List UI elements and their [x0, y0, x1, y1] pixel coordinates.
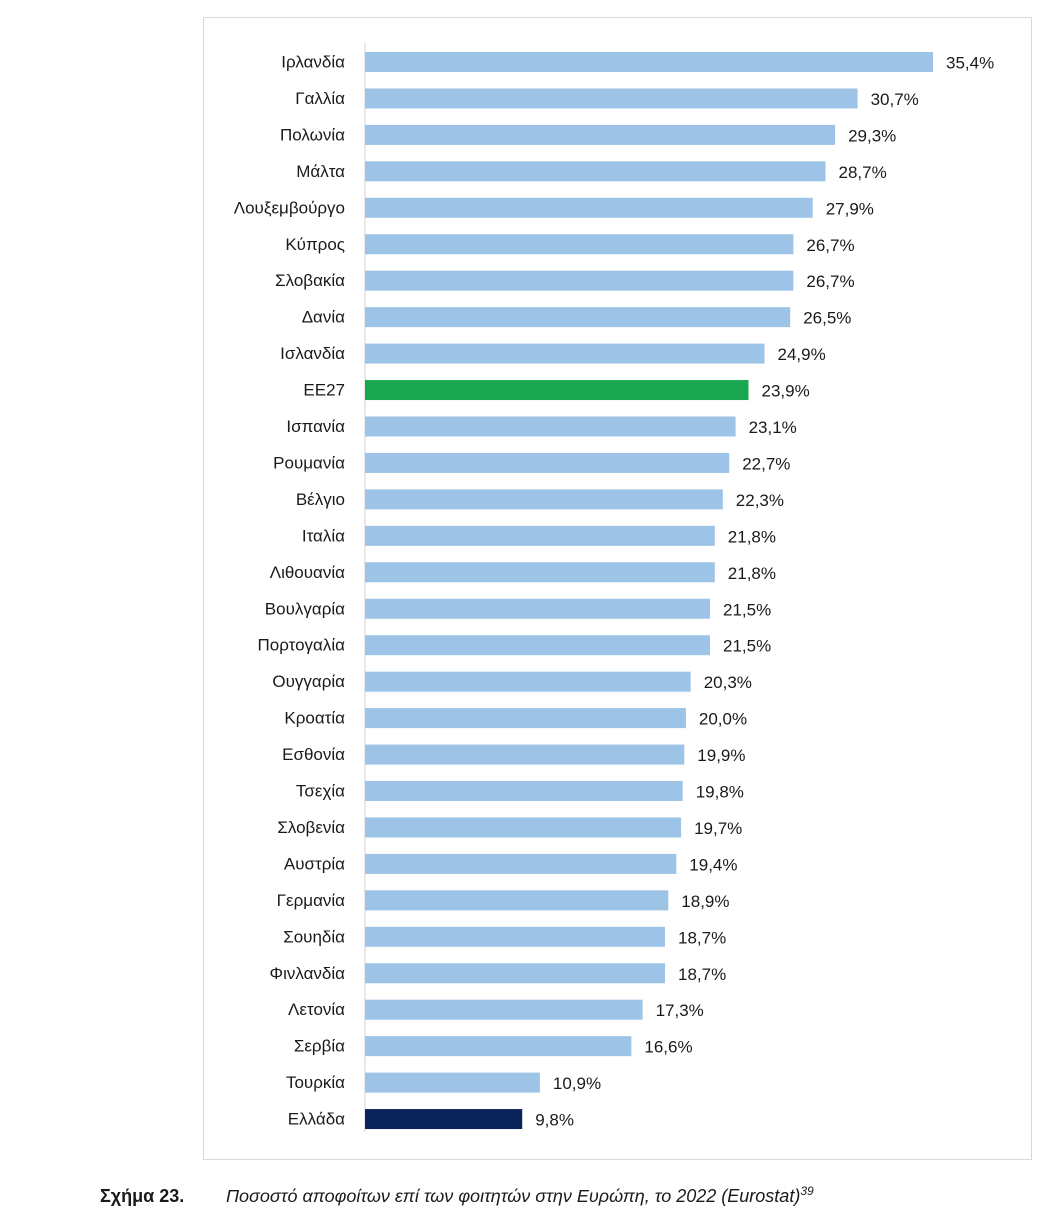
data-label: 18,9%: [681, 892, 729, 911]
category-label: Λουξεμβούργο: [234, 198, 345, 217]
category-label: Πολωνία: [280, 125, 345, 144]
bar: [365, 161, 826, 182]
category-label: Ισπανία: [286, 417, 345, 436]
bar: [365, 124, 836, 145]
bar: [365, 999, 643, 1020]
category-label: Ουγγαρία: [272, 672, 345, 691]
category-label: Κροατία: [284, 709, 345, 728]
category-label: Βέλγιο: [296, 490, 345, 509]
bar: [365, 1072, 540, 1093]
bar: [365, 52, 933, 72]
bar: [365, 598, 710, 619]
bar: [365, 1109, 523, 1130]
data-label: 27,9%: [826, 199, 874, 218]
category-label: Βουλγαρία: [265, 599, 345, 618]
data-label: 23,1%: [749, 418, 797, 437]
chart-frame: Ιρλανδία 35,4% Γαλλία 30,7% Πολωνία 29,3% Μάλτ…: [203, 17, 1032, 1160]
data-label: 29,3%: [848, 126, 896, 145]
data-label: 19,4%: [689, 855, 737, 874]
data-label: 17,3%: [656, 1001, 704, 1020]
bar: [365, 234, 794, 255]
category-label: Τσεχία: [296, 782, 345, 801]
category-label: Σλοβενία: [277, 818, 345, 837]
data-label: 18,7%: [678, 928, 726, 947]
category-label: Γερμανία: [277, 891, 346, 910]
category-label: Μάλτα: [296, 162, 345, 181]
bar: [365, 817, 682, 838]
bar: [365, 197, 813, 218]
category-label: Λετονία: [288, 1000, 345, 1019]
bar: [365, 525, 715, 546]
bar: [365, 562, 715, 583]
category-label: Ελλάδα: [288, 1110, 345, 1129]
bar: [365, 708, 686, 729]
data-label: 30,7%: [871, 90, 919, 109]
data-label: 22,7%: [742, 454, 790, 473]
data-label: 21,8%: [728, 527, 776, 546]
bars-group: Ιρλανδία 35,4% Γαλλία 30,7% Πολωνία 29,3% Μάλτ…: [234, 52, 994, 1130]
bar: [365, 489, 723, 510]
bar: [365, 88, 858, 109]
caption-footnote: 39: [800, 1184, 814, 1198]
bar: [365, 671, 691, 692]
category-label: Λιθουανία: [270, 563, 345, 582]
bar: [365, 343, 765, 364]
data-label: 18,7%: [678, 965, 726, 984]
category-label: Αυστρία: [284, 854, 345, 873]
data-label: 9,8%: [535, 1111, 574, 1130]
data-label: 26,7%: [806, 236, 854, 255]
bar: [365, 635, 710, 656]
category-label: Φινλανδία: [270, 964, 346, 983]
caption-number: Σχήμα 23.: [100, 1186, 185, 1206]
category-label: Κύπρος: [285, 235, 345, 254]
data-label: 35,4%: [946, 54, 994, 73]
bar: [365, 307, 791, 328]
data-label: 20,0%: [699, 710, 747, 729]
bar: [365, 380, 749, 401]
figure-caption: Σχήμα 23. Ποσοστό αποφοίτων επί των φοιτη…: [100, 1184, 1040, 1207]
bar: [365, 744, 685, 765]
category-label: Γαλλία: [295, 89, 345, 108]
data-label: 19,7%: [694, 819, 742, 838]
data-label: 21,8%: [728, 564, 776, 583]
data-label: 21,5%: [723, 600, 771, 619]
bar: [365, 270, 794, 291]
data-label: 23,9%: [762, 382, 810, 401]
bar: [365, 781, 683, 801]
bar: [365, 853, 677, 874]
bar: [365, 452, 730, 473]
bar: [365, 890, 669, 911]
bar-chart: Ιρλανδία 35,4% Γαλλία 30,7% Πολωνία 29,3% Μάλτ…: [234, 43, 994, 1132]
category-label: Ισλανδία: [280, 344, 345, 363]
category-label: Σουηδία: [283, 927, 345, 946]
bar: [365, 416, 736, 437]
category-label: Πορτογαλία: [257, 636, 345, 655]
data-label: 28,7%: [839, 163, 887, 182]
category-label: Ιταλία: [302, 526, 345, 545]
category-label: Σλοβακία: [275, 271, 345, 290]
category-label: Τουρκία: [286, 1073, 345, 1092]
data-label: 16,6%: [644, 1038, 692, 1057]
data-label: 19,9%: [697, 746, 745, 765]
category-label: Εσθονία: [282, 745, 345, 764]
bar: [365, 1036, 632, 1057]
data-label: 21,5%: [723, 637, 771, 656]
bar: [365, 963, 665, 984]
data-label: 26,7%: [806, 272, 854, 291]
data-label: 20,3%: [704, 673, 752, 692]
data-label: 26,5%: [803, 309, 851, 328]
data-label: 22,3%: [736, 491, 784, 510]
category-label: Ιρλανδία: [281, 53, 345, 72]
data-label: 10,9%: [553, 1074, 601, 1093]
bar: [365, 926, 665, 947]
category-label: Δανία: [302, 308, 345, 327]
category-label: ΕΕ27: [303, 381, 345, 400]
category-label: Σερβία: [294, 1037, 345, 1056]
data-label: 24,9%: [778, 345, 826, 364]
data-label: 19,8%: [696, 783, 744, 802]
category-label: Ρουμανία: [273, 453, 345, 472]
caption-text: Ποσοστό αποφοίτων επί των φοιτητών στην …: [226, 1186, 801, 1206]
